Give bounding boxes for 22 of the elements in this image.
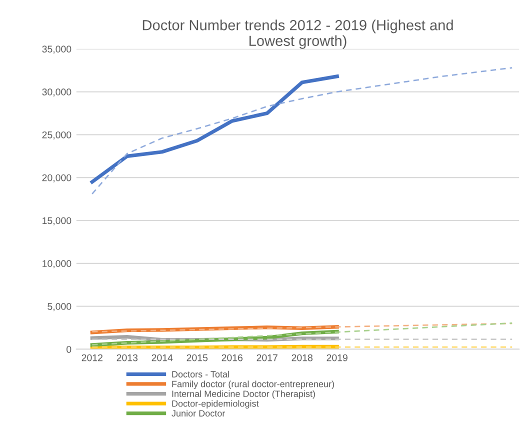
x-tick-label: 2012 (82, 354, 102, 362)
y-tick-label: 15,000 (42, 217, 72, 226)
x-tick-label: 2015 (186, 354, 208, 362)
x-tick-label: 2016 (222, 354, 243, 362)
y-tick-label: 10,000 (42, 260, 72, 268)
x-tick-label: 2019 (326, 354, 348, 362)
y-tick-label: 35,000 (42, 46, 72, 54)
x-tick-label: 2013 (116, 354, 138, 362)
y-tick-label: 5,000 (48, 303, 72, 312)
x-tick-label: 2017 (256, 354, 278, 362)
legend-label: Junior Doctor (172, 410, 226, 417)
legend-label: Doctors - Total (172, 370, 229, 378)
legend-label: Doctor-epidemiologist (172, 400, 259, 409)
legend-label: Internal Medicine Doctor (Therapist) (172, 390, 315, 399)
chart-title: Doctor Number trends 2012 - 2019 (Highest and Lowest growth) (142, 20, 453, 49)
x-tick-label: 2018 (292, 354, 313, 362)
y-tick-label: 20,000 (42, 174, 72, 182)
legend-label: Family doctor (rural doctor-entrepreneur) (172, 380, 334, 390)
x-tick-label: 2014 (152, 354, 173, 362)
y-tick-label: 0 (66, 346, 72, 353)
y-tick-label: 30,000 (42, 88, 72, 97)
y-tick-label: 25,000 (42, 131, 72, 140)
